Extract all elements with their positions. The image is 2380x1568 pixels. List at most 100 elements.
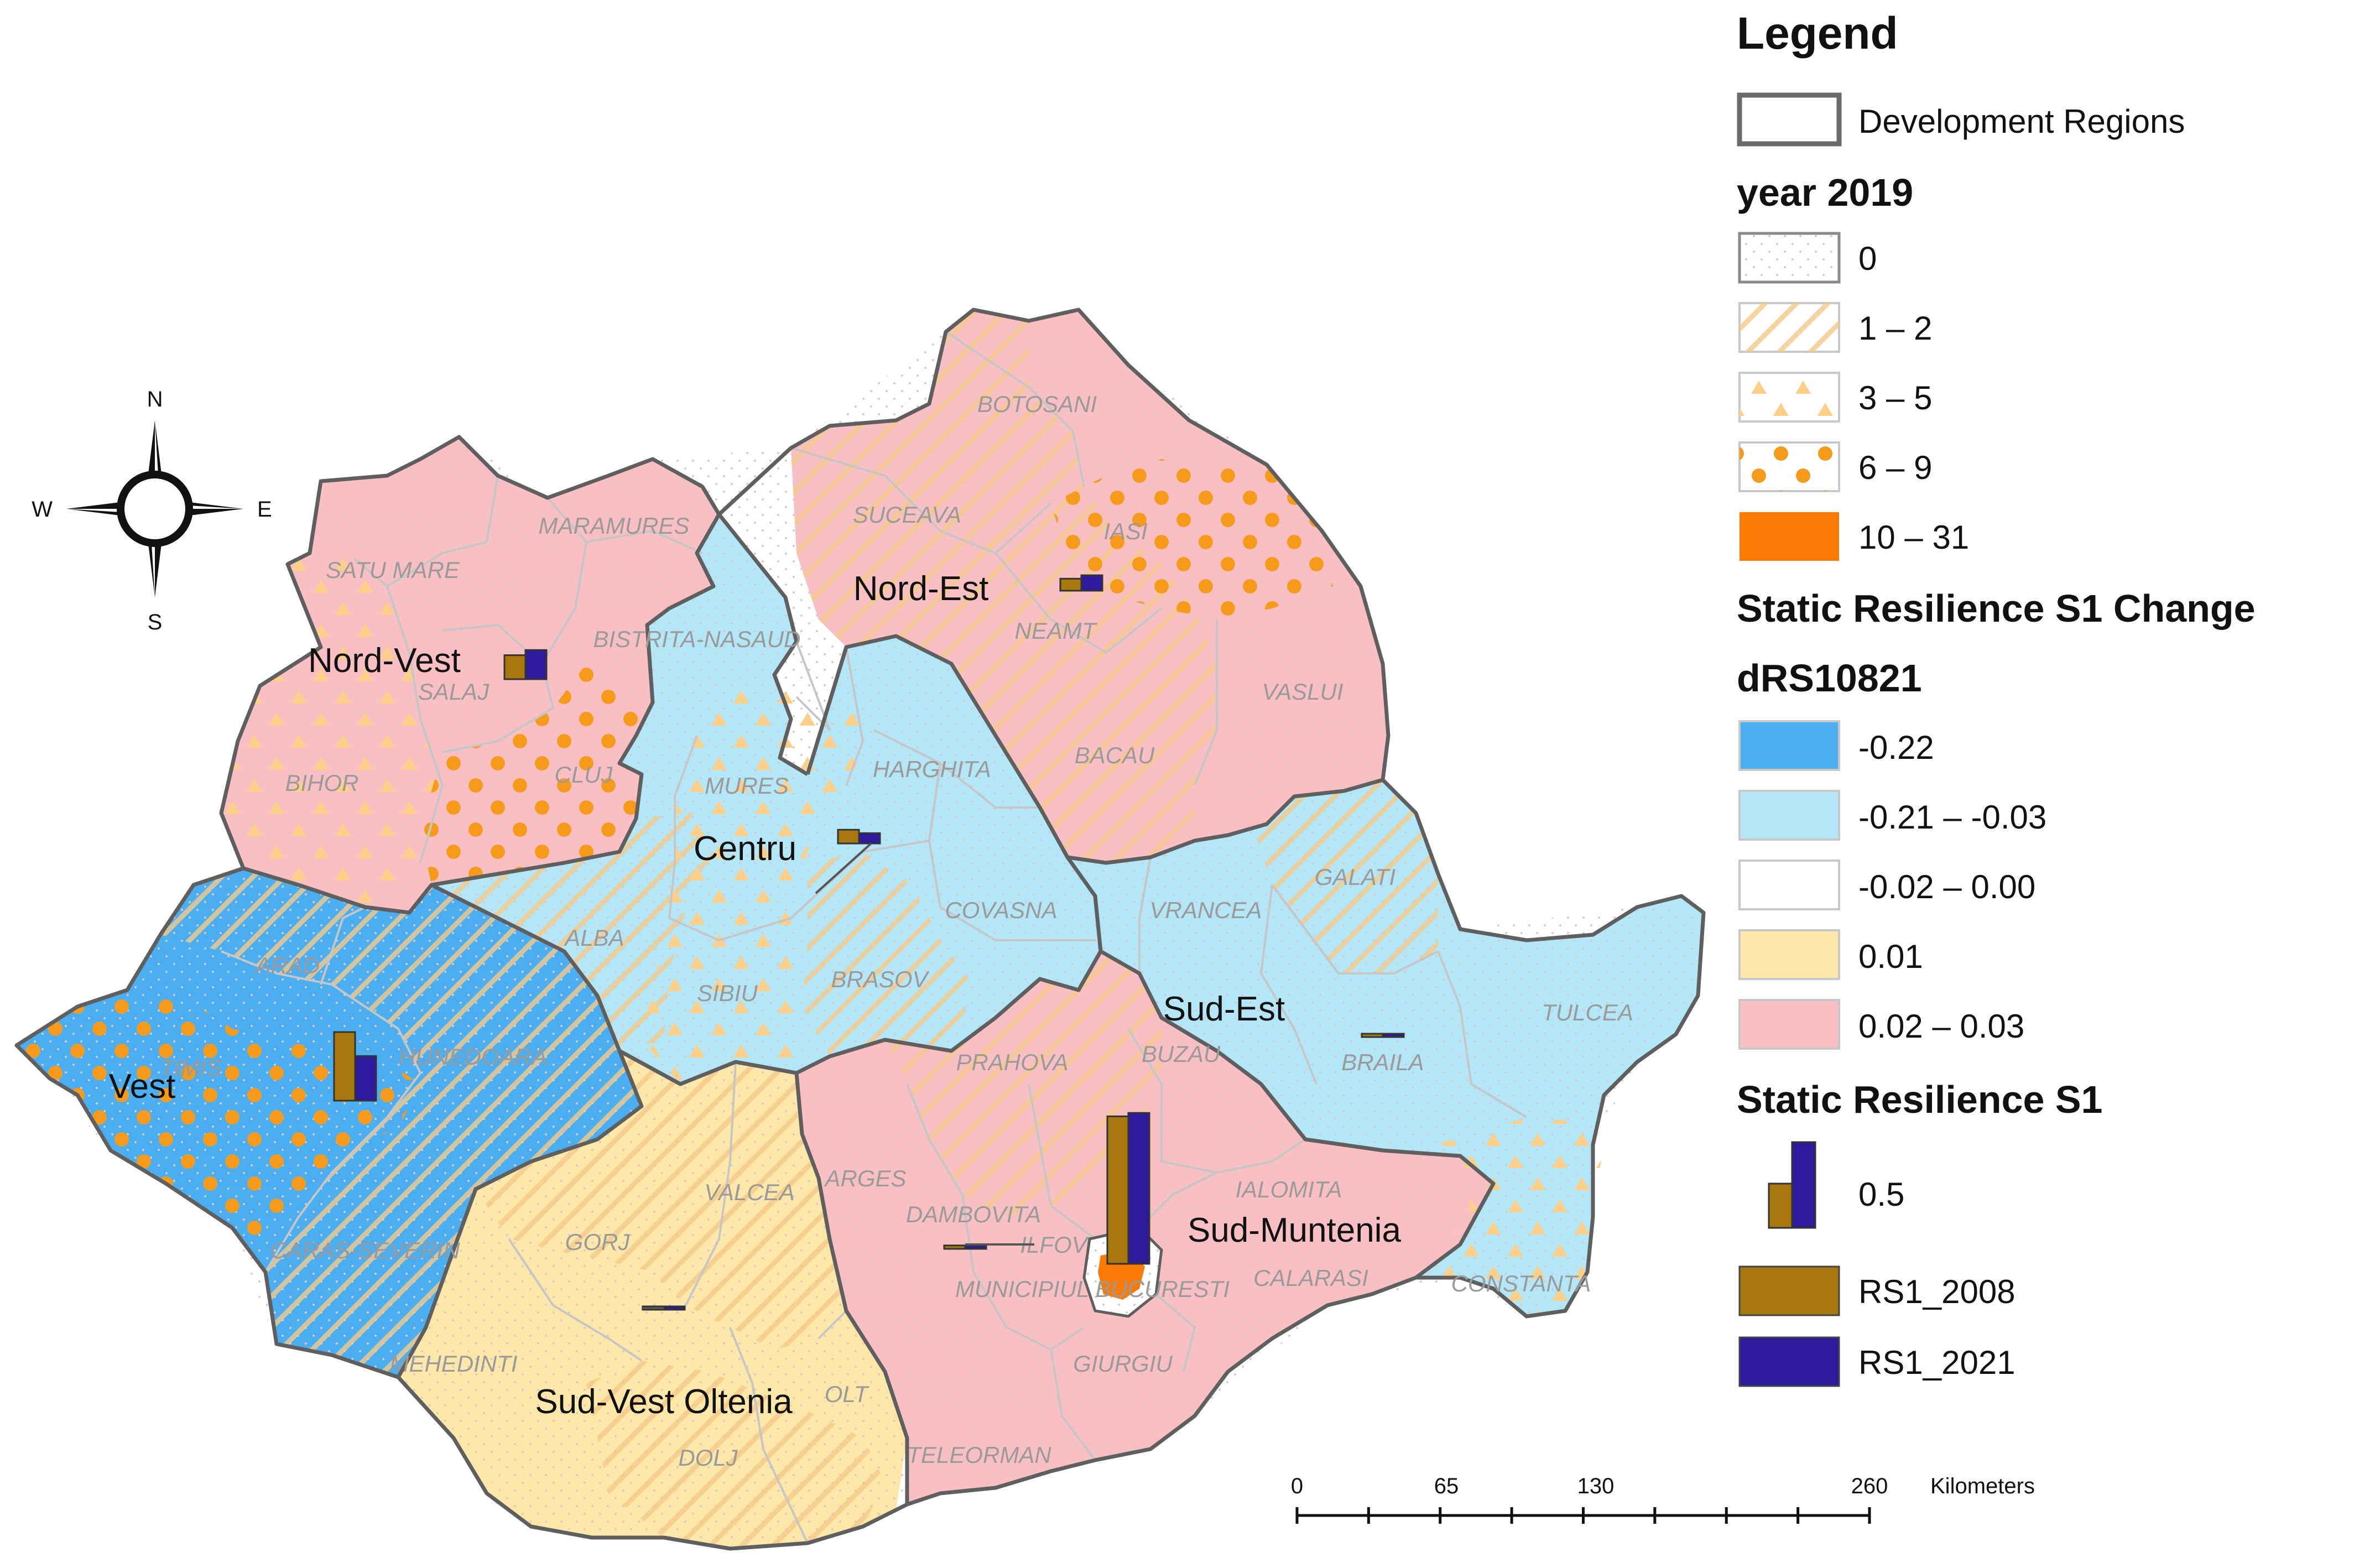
legend-bars-value: 0.5 (1858, 1176, 1904, 1213)
compass-e: E (257, 497, 272, 522)
hatch-galati (1250, 780, 1438, 973)
county-label-olt: OLT (825, 1381, 870, 1407)
bar-bucuresti-ilfov-2008 (1106, 1115, 1129, 1265)
region-label-sud-vest-oltenia: Sud-Vest Oltenia (535, 1383, 793, 1421)
legend-series-label-2021: RS1_2021 (1858, 1344, 2016, 1381)
scale-bar: 0 65 130 260 Kilometers (1291, 1474, 2035, 1524)
region-label-sud-muntenia: Sud-Muntenia (1188, 1211, 1402, 1249)
bar-sud-muntenia-2021 (964, 1244, 987, 1250)
bar-sud-muntenia-2008 (943, 1244, 966, 1250)
legend-change-label-2: -0.02 – 0.00 (1858, 868, 2035, 905)
legend-change-swatch-4 (1738, 999, 1840, 1050)
county-label-sibiu: SIBIU (697, 980, 758, 1006)
region-bars (333, 574, 1405, 1311)
county-label-giurgiu: GIURGIU (1073, 1351, 1173, 1377)
legend-change-label-4: 0.02 – 0.03 (1858, 1008, 2024, 1045)
county-label-bihor: BIHOR (285, 770, 358, 796)
legend-change-field: dRS10821 (1737, 657, 1922, 700)
county-label-alba: ALBA (563, 925, 624, 951)
tri-mures-sibiu (642, 680, 874, 1084)
county-label-buzau: BUZAU (1142, 1041, 1221, 1067)
hatch-centru-west (431, 813, 714, 1051)
bar-centru-2008 (837, 829, 860, 845)
legend-series-swatch-2008 (1738, 1265, 1840, 1316)
region-label-nord-vest: Nord-Vest (308, 642, 461, 680)
county-label-dambovita: DAMBOVITA (906, 1201, 1041, 1227)
legend-year-label-0: 0 (1858, 240, 1877, 277)
border-sv-sm (794, 1072, 909, 1504)
legend-year-swatch-4 (1740, 512, 1839, 561)
county-label-salaj: SALAJ (418, 679, 489, 705)
region-labels: Nord-Vest Nord-Est Centru Vest Sud-Est Sud-Mu… (109, 570, 1402, 1421)
bar-leader-line-0 (815, 842, 872, 894)
county-label-braila: BRAILA (1341, 1049, 1424, 1075)
legend-bars-sample-2021 (1791, 1141, 1816, 1229)
region-label-centru: Centru (694, 830, 796, 868)
compass-s: S (148, 610, 163, 634)
dots-timis (17, 990, 420, 1239)
bar-nord-vest-2008 (503, 654, 527, 680)
scale-label-260: 260 (1851, 1474, 1888, 1498)
legend-change-swatch-2 (1738, 859, 1840, 910)
border-sm-se (1100, 949, 1496, 1279)
scale-label-130: 130 (1577, 1474, 1615, 1498)
hatch-suceava-neamt-bacau (791, 310, 1217, 863)
legend-change-label-1: -0.21 – -0.03 (1858, 799, 2046, 836)
county-label-satu-mare: SATU MARE (326, 557, 460, 583)
north-arrow: N S E W (32, 387, 272, 634)
bar-sud-est-2021 (1382, 1033, 1405, 1038)
bar-nord-vest-2021 (524, 649, 548, 680)
county-label-vrancea: VRANCEA (1149, 897, 1262, 923)
county-label-covasna: COVASNA (945, 897, 1057, 923)
bar-bucuresti-ilfov-2021 (1127, 1112, 1150, 1265)
county-label-hunedoara: HUNEDOARA (399, 1044, 547, 1070)
county-label-brasov: BRASOV (831, 966, 930, 992)
region-label-vest: Vest (109, 1067, 176, 1106)
county-label-caras-severin: CARAS-SEVERIN (270, 1237, 460, 1263)
legend-year-label-4: 10 – 31 (1858, 519, 1969, 556)
legend-bars-sample-2008 (1768, 1182, 1793, 1229)
legend-boundary-label: Development Regions (1858, 103, 2185, 140)
legend-change-swatches (1738, 720, 1840, 1050)
region-borders (14, 308, 1706, 1551)
bar-sud-est-2008 (1361, 1033, 1384, 1038)
legend-series-label-2008: RS1_2008 (1858, 1273, 2016, 1310)
scale-label-0: 0 (1291, 1474, 1303, 1498)
legend-bars-title: Static Resilience S1 (1737, 1078, 2102, 1121)
legend-change-swatch-1 (1738, 790, 1840, 841)
scale-label-65: 65 (1434, 1474, 1459, 1498)
bar-vest-2021 (354, 1055, 377, 1102)
county-label-cluj: CLUJ (554, 762, 613, 788)
legend-year-label-3: 6 – 9 (1858, 449, 1932, 486)
county-label-mehedinti: MEHEDINTI (390, 1351, 518, 1377)
legend-change-swatch-0 (1738, 720, 1840, 771)
dots-cluj (420, 664, 642, 885)
compass-w: W (32, 497, 53, 522)
hatch-brasov (802, 852, 973, 1056)
legend: Legend Development Regions year 2019 0 1… (1737, 8, 2256, 1387)
county-labels: BOTOSANI SUCEAVA MARAMURES SATU MARE IASI NEA… (160, 391, 1633, 1471)
legend-year-swatch-0 (1738, 232, 1841, 284)
legend-year-title: year 2019 (1737, 171, 1913, 214)
compass-n: N (147, 387, 163, 411)
region-label-nord-est: Nord-Est (853, 570, 989, 608)
county-label-tulcea: TULCEA (1541, 999, 1633, 1025)
legend-year-label-2: 3 – 5 (1858, 379, 1932, 416)
legend-change-label-3: 0.01 (1858, 938, 1923, 975)
county-label-bacau: BACAU (1075, 742, 1155, 768)
county-label-vaslui: VASLUI (1262, 679, 1343, 705)
compass-ring (117, 471, 193, 547)
bar-nord-est-2021 (1080, 574, 1103, 592)
tri-bihor (221, 553, 442, 907)
hatch-dolj (586, 1361, 885, 1549)
hatch-prahova-dambovita (885, 951, 1162, 1217)
county-label-timis: TIMIS (160, 1055, 222, 1081)
county-label-bistrita-nasaud: BISTRITA-NASAUD (593, 626, 801, 652)
border-ne-centru (805, 634, 1103, 952)
county-label-suceava: SUCEAVA (853, 502, 961, 528)
legend-change-label-0: -0.22 (1858, 729, 1934, 766)
legend-year-label-1: 1 – 2 (1858, 310, 1932, 347)
border-vest-centru (396, 883, 644, 1378)
